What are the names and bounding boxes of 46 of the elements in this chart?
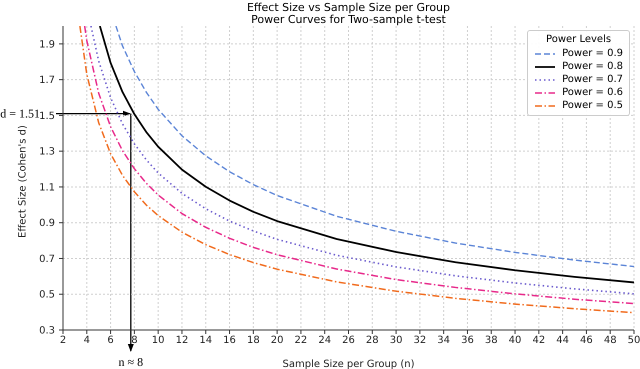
x-tick-label: 48	[604, 335, 617, 346]
legend-label: Power = 0.7	[562, 74, 623, 85]
x-tick-label: 46	[580, 335, 593, 346]
y-tick-label: 1.9	[39, 39, 55, 50]
legend-label: Power = 0.8	[562, 61, 623, 72]
annotation: d = 1.51	[0, 106, 40, 121]
x-tick-label: 4	[84, 335, 90, 346]
y-tick-label: 1.1	[39, 182, 55, 194]
x-tick-label: 28	[366, 335, 379, 346]
x-tick-label: 40	[508, 335, 522, 346]
x-tick-label: 12	[176, 335, 188, 346]
x-tick-label: 36	[461, 335, 474, 346]
x-tick-label: 32	[414, 335, 426, 346]
y-tick-label: 1.3	[39, 146, 55, 158]
x-tick-label: 30	[390, 335, 402, 346]
x-tick-label: 38	[484, 335, 498, 346]
x-tick-label: 6	[107, 335, 114, 346]
x-tick-label: 18	[246, 335, 260, 346]
x-tick-label: 8	[131, 335, 138, 346]
legend-label: Power = 0.9	[562, 48, 623, 59]
y-tick-label: 1.5	[39, 110, 55, 122]
legend-title: Power Levels	[545, 34, 612, 45]
legend-label: Power = 0.6	[562, 87, 623, 98]
y-axis-title: Effect Size (Cohen's d)	[18, 125, 29, 238]
y-tick-label: 0.5	[39, 290, 55, 301]
x-tick-label: 50	[628, 335, 640, 346]
x-tick-label: 10	[152, 335, 165, 346]
x-tick-label: 22	[294, 335, 308, 346]
text: n ≈ 8	[118, 355, 144, 369]
x-axis-title: Sample Size per Group (n)	[282, 359, 415, 369]
x-tick-label: 42	[532, 335, 546, 346]
x-tick-label: 16	[223, 335, 236, 346]
legend-label: Power = 0.5	[562, 100, 623, 111]
y-tick-label: 0.3	[39, 326, 55, 336]
chart-title: Effect Size vs Sample Size per Group	[246, 1, 450, 14]
chart-subtitle: Power Curves for Two-sample t-test	[251, 13, 447, 26]
x-tick-label: 26	[342, 335, 355, 346]
x-tick-label: 44	[556, 335, 569, 346]
x-tick-label: 34	[437, 335, 450, 346]
y-tick-label: 1.7	[39, 75, 55, 86]
y-tick-label: 0.7	[39, 254, 55, 265]
y-tick-label: 0.9	[39, 218, 55, 230]
x-tick-label: 20	[270, 335, 284, 346]
x-tick-label: 2	[60, 335, 66, 346]
x-tick-label: 14	[199, 335, 212, 346]
x-tick-label: 24	[318, 335, 332, 346]
